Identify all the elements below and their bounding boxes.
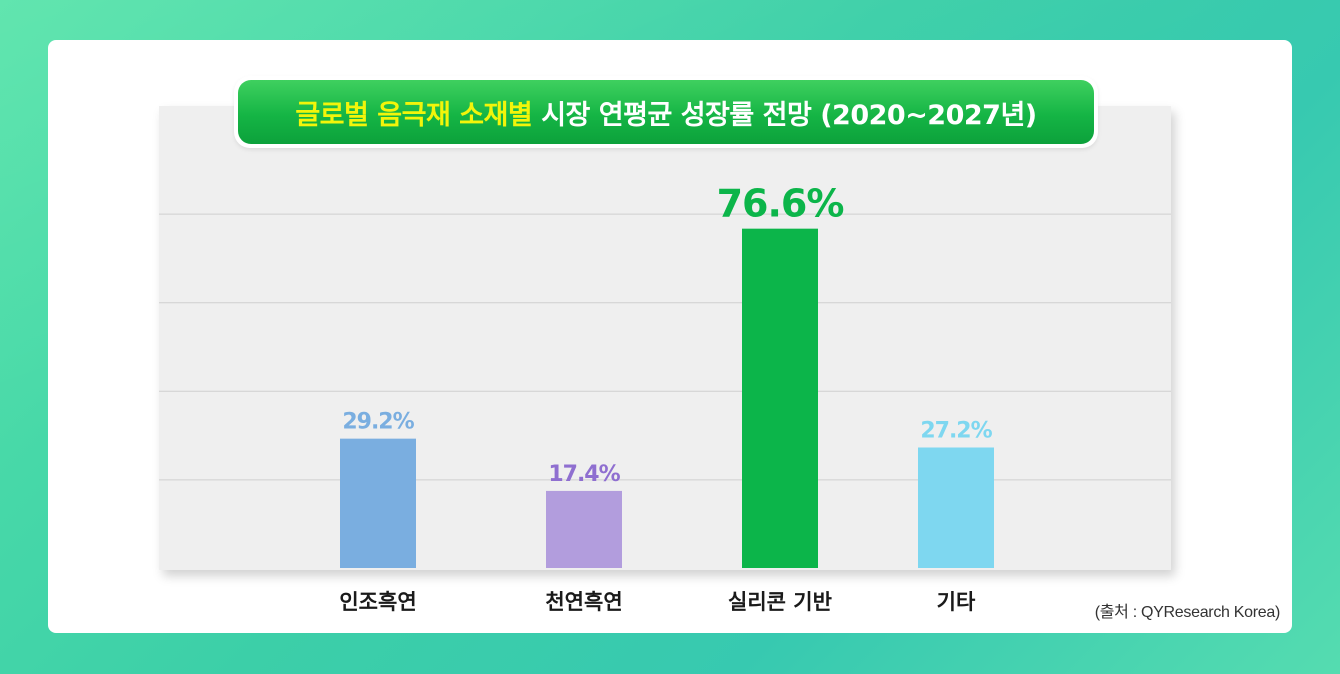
data-label-1: 29.2%	[342, 410, 414, 435]
chart-title-rest: 시장 연평균 성장률 전망 (2020~2027년)	[541, 99, 1037, 131]
bar-4	[918, 447, 994, 568]
category-label-4: 기타	[937, 590, 976, 614]
category-label-2: 천연흑연	[545, 590, 622, 614]
data-label-4: 27.2%	[920, 419, 992, 444]
data-label-2: 17.4%	[548, 462, 620, 487]
source-note: (출처 : QYResearch Korea)	[1094, 604, 1281, 621]
chart-title: 글로벌 음극재 소재별 시장 연평균 성장률 전망 (2020~2027년)	[238, 80, 1094, 144]
plot-area	[159, 106, 1171, 570]
category-label-3: 실리콘 기반	[728, 590, 832, 614]
category-label-1: 인조흑연	[339, 590, 416, 614]
chart-title-highlight: 글로벌 음극재 소재별	[295, 99, 533, 131]
bar-1	[340, 438, 416, 568]
data-label-3: 76.6%	[717, 182, 844, 226]
bar-2	[546, 490, 622, 568]
bar-3	[742, 228, 818, 569]
chart-title-box: 글로벌 음극재 소재별 시장 연평균 성장률 전망 (2020~2027년)	[234, 76, 1098, 148]
